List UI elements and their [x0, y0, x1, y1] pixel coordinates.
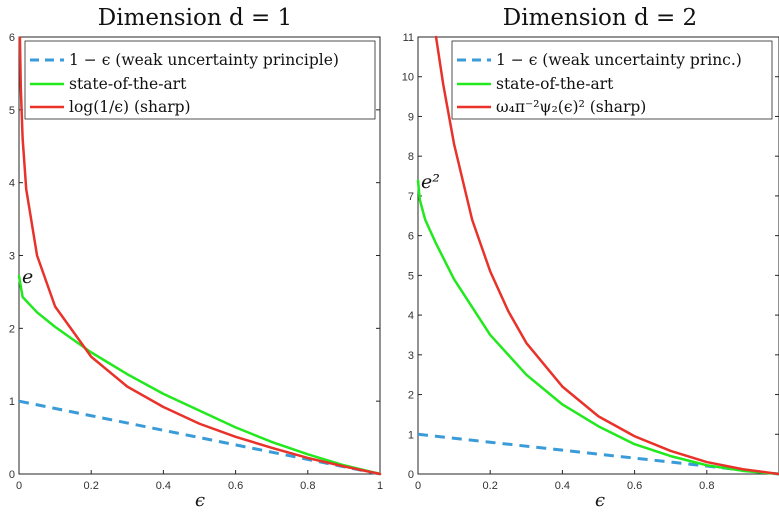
y-tick-label: 8: [408, 151, 414, 163]
series-group: [416, 35, 779, 476]
x-tick-label: 0.8: [699, 480, 714, 492]
x-tick-label: 0.8: [300, 480, 315, 492]
series-group: [17, 36, 382, 476]
x-axis-label: ϵ: [595, 490, 605, 511]
y-tick-label: 2: [9, 323, 15, 335]
y-tick-label: 0: [9, 469, 15, 481]
y-tick-label: 6: [408, 231, 414, 243]
y-axis: 0 1 2 3 4 5 6: [9, 32, 380, 481]
legend-label-sharp: log(1/ϵ) (sharp): [69, 98, 191, 116]
chart-title: Dimension d = 1: [98, 5, 292, 31]
y-tick-label: 1: [9, 396, 15, 408]
y-tick-label: 7: [408, 191, 414, 203]
legend-label-weak: 1 − ϵ (weak uncertainty principle): [69, 51, 339, 69]
x-tick-label: 0.2: [84, 480, 99, 492]
legend: 1 − ϵ (weak uncertainty principle) state…: [24, 40, 376, 120]
x-axis-label: ϵ: [195, 490, 205, 511]
x-axis: 0 0.2 0.4 0.6 0.8: [415, 470, 714, 492]
y-tick-label: 11: [403, 32, 414, 44]
legend-label-state-of-the-art: state-of-the-art: [496, 75, 614, 93]
y-tick-label: 6: [9, 32, 15, 44]
series-line-0: [417, 432, 779, 476]
legend: 1 − ϵ (weak uncertainty princ.) state-of…: [451, 40, 773, 120]
x-tick-label: 0.6: [627, 480, 642, 492]
chart-panel-d1: Dimension d = 1 0 1 2 3 4 5 6 0 0.2 0.4 0.6 0.8 1 e…: [9, 5, 383, 511]
y-tick-label: 3: [9, 251, 15, 263]
legend-label-state-of-the-art: state-of-the-art: [69, 75, 187, 93]
x-tick-label: 0.2: [483, 480, 498, 492]
y-tick-label: 10: [402, 72, 414, 84]
y-tick-label: 9: [408, 111, 414, 123]
y-tick-label: 4: [9, 178, 15, 190]
legend-box: [24, 40, 376, 120]
x-axis: 0 0.2 0.4 0.6 0.8 1: [16, 470, 383, 492]
annotation-e-squared: e²: [421, 171, 440, 193]
y-tick-label: 1: [408, 429, 414, 441]
y-tick-label: 2: [408, 390, 414, 402]
y-axis: 0 1 2 3 4 5 6 7 8 9 10 11: [402, 32, 779, 481]
series-line-2: [434, 35, 779, 476]
legend-box: [451, 40, 773, 120]
x-tick-label: 0.4: [156, 480, 171, 492]
series-line-2: [18, 36, 382, 476]
chart-title: Dimension d = 2: [503, 5, 697, 31]
annotation-e: e: [22, 266, 33, 288]
y-tick-label: 0: [408, 469, 414, 481]
y-tick-label: 5: [9, 105, 15, 117]
x-tick-label: 0.6: [228, 480, 243, 492]
x-tick-label: 1: [377, 480, 383, 492]
legend-label-weak: 1 − ϵ (weak uncertainty princ.): [496, 51, 742, 69]
legend-label-sharp: ω₄π⁻²ψ₂(ϵ)² (sharp): [496, 98, 646, 116]
y-tick-label: 3: [408, 350, 414, 362]
x-tick-label: 0: [415, 480, 421, 492]
x-tick-label: 0: [16, 480, 22, 492]
chart-panel-d2: Dimension d = 2 0 1 2 3 4 5 6 7 8 9 10 11 0 0.2 0.4 0.…: [402, 5, 779, 511]
x-tick-label: 0.4: [555, 480, 570, 492]
y-tick-label: 4: [408, 310, 414, 322]
y-tick-label: 5: [408, 270, 414, 282]
series-line-1: [17, 274, 382, 476]
series-line-1: [416, 179, 779, 476]
